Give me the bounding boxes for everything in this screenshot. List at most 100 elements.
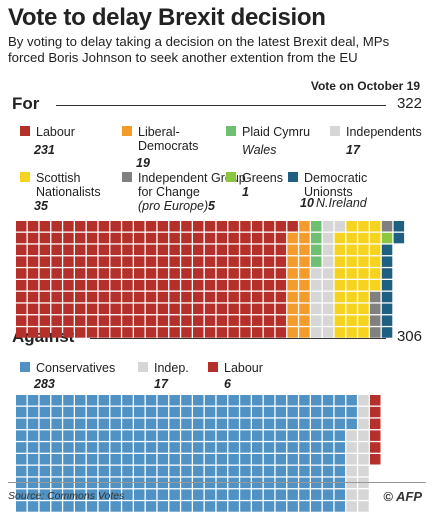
waffle-cell — [169, 280, 180, 291]
waffle-cell — [51, 406, 62, 418]
waffle-cell — [86, 501, 98, 512]
waffle-cell — [51, 489, 62, 500]
waffle-cell — [216, 406, 228, 418]
waffle-cell — [240, 489, 251, 500]
waffle-cell — [228, 221, 239, 232]
waffle-cell — [311, 303, 322, 315]
waffle-cell — [181, 489, 192, 500]
waffle-cell — [204, 221, 216, 232]
waffle-cell — [358, 406, 369, 418]
waffle-cell — [275, 454, 287, 465]
waffle-cell — [299, 418, 310, 430]
waffle-cell — [51, 256, 62, 267]
waffle-cell — [334, 268, 346, 279]
waffle-cell — [252, 280, 263, 291]
waffle-cell — [75, 232, 86, 244]
waffle-cell — [157, 256, 169, 267]
waffle-cell — [169, 256, 180, 267]
waffle-cell — [299, 280, 310, 291]
waffle-cell — [27, 406, 39, 418]
waffle-cell — [275, 489, 287, 500]
waffle-cell — [228, 291, 239, 303]
legend-swatch — [208, 362, 218, 372]
waffle-cell — [311, 268, 322, 279]
waffle-cell — [263, 280, 275, 291]
waffle-cell — [228, 430, 239, 441]
waffle-cell — [51, 280, 62, 291]
waffle-cell — [98, 501, 110, 512]
legend-count: 5 — [208, 199, 215, 213]
waffle-cell — [98, 418, 110, 430]
waffle-cell — [334, 291, 346, 303]
waffle-cell — [181, 232, 192, 244]
waffle-cell — [252, 303, 263, 315]
waffle-cell — [134, 221, 145, 232]
waffle-cell — [287, 303, 298, 315]
waffle-cell — [181, 256, 192, 267]
waffle-cell — [27, 442, 39, 453]
for-section-label: For — [12, 94, 40, 113]
waffle-cell — [134, 430, 145, 441]
waffle-cell — [39, 406, 51, 418]
waffle-cell — [157, 232, 169, 244]
waffle-cell — [287, 327, 298, 338]
waffle-cell — [134, 244, 145, 256]
waffle-cell — [287, 489, 298, 500]
legend-count: 10 — [300, 196, 314, 210]
waffle-cell — [98, 315, 110, 326]
waffle-cell — [98, 232, 110, 244]
waffle-cell — [322, 244, 334, 256]
waffle-cell — [346, 221, 357, 232]
waffle-cell — [334, 244, 346, 256]
waffle-cell — [381, 221, 393, 232]
waffle-cell — [216, 430, 228, 441]
waffle-cell — [370, 221, 381, 232]
waffle-cell — [204, 430, 216, 441]
waffle-cell — [39, 244, 51, 256]
waffle-cell — [39, 315, 51, 326]
waffle-cell — [240, 501, 251, 512]
waffle-cell — [16, 268, 27, 279]
waffle-cell — [193, 454, 204, 465]
waffle-cell — [110, 489, 121, 500]
waffle-cell — [157, 395, 169, 406]
legend-label: Labour — [224, 361, 263, 375]
waffle-cell — [63, 280, 74, 291]
waffle-cell — [63, 489, 74, 500]
waffle-cell — [299, 244, 310, 256]
waffle-cell — [51, 303, 62, 315]
waffle-cell — [181, 395, 192, 406]
waffle-cell — [181, 465, 192, 477]
waffle-cell — [193, 280, 204, 291]
waffle-cell — [27, 430, 39, 441]
waffle-cell — [275, 303, 287, 315]
waffle-cell — [98, 280, 110, 291]
waffle-cell — [157, 315, 169, 326]
waffle-cell — [98, 430, 110, 441]
waffle-cell — [16, 489, 27, 500]
waffle-cell — [252, 418, 263, 430]
legend-swatch — [20, 172, 30, 182]
waffle-cell — [51, 232, 62, 244]
waffle-cell — [169, 418, 180, 430]
waffle-cell — [75, 256, 86, 267]
waffle-cell — [252, 256, 263, 267]
waffle-cell — [393, 221, 405, 232]
waffle-cell — [63, 327, 74, 338]
waffle-cell — [275, 221, 287, 232]
waffle-cell — [145, 465, 157, 477]
waffle-cell — [204, 291, 216, 303]
waffle-cell — [252, 489, 263, 500]
waffle-cell — [157, 303, 169, 315]
waffle-cell — [240, 221, 251, 232]
waffle-cell — [358, 395, 369, 406]
waffle-cell — [110, 465, 121, 477]
waffle-cell — [86, 465, 98, 477]
waffle-cell — [98, 489, 110, 500]
waffle-cell — [346, 315, 357, 326]
waffle-cell — [275, 256, 287, 267]
waffle-cell — [157, 280, 169, 291]
legend-label: Labour — [36, 125, 75, 139]
waffle-cell — [263, 406, 275, 418]
waffle-cell — [98, 465, 110, 477]
